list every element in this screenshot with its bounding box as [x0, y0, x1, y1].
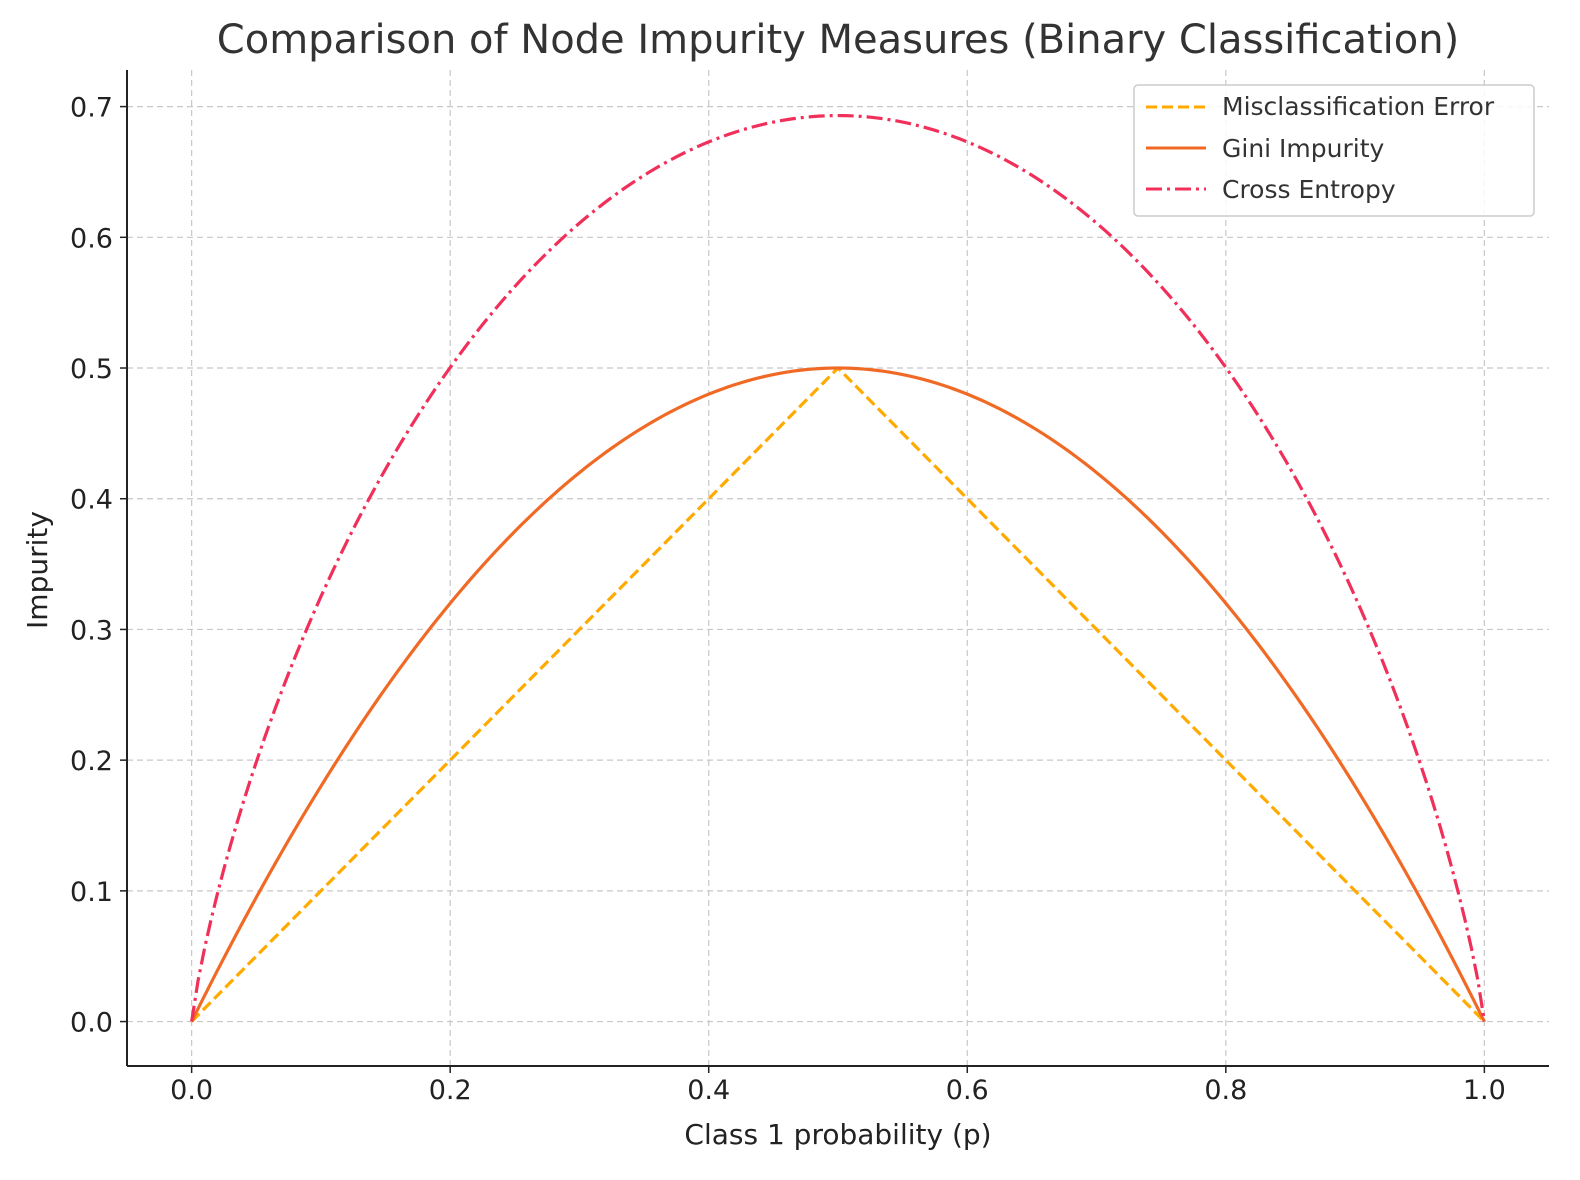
y-tick-label: 0.2 — [70, 746, 113, 777]
x-tick-label: 0.0 — [170, 1075, 213, 1106]
x-tick-label: 0.2 — [429, 1075, 472, 1106]
y-tick-label: 0.7 — [70, 93, 113, 124]
y-tick-label: 0.3 — [70, 615, 113, 646]
y-tick-label: 0.1 — [70, 877, 113, 908]
x-tick-label: 0.8 — [1204, 1075, 1247, 1106]
y-tick-label: 0.0 — [70, 1008, 113, 1039]
legend-frame — [1133, 84, 1535, 217]
y-tick-label: 0.5 — [70, 354, 113, 385]
legend-label-misclassification: Misclassification Error — [1222, 92, 1495, 121]
series-line-cross-entropy — [190, 113, 1486, 1022]
y-ticks: 0.0 0.1 0.2 0.3 0.4 0.5 0.6 0.7 — [70, 93, 127, 1039]
x-axis-label: Class 1 probability (p) — [684, 1118, 991, 1151]
legend-label-cross-entropy: Cross Entropy — [1222, 175, 1396, 204]
legend-label-gini: Gini Impurity — [1222, 134, 1385, 163]
y-tick-label: 0.4 — [70, 485, 113, 516]
y-tick-label: 0.6 — [70, 223, 113, 254]
chart-title: Comparison of Node Impurity Measures (Bi… — [217, 17, 1459, 63]
x-tick-label: 1.0 — [1463, 1075, 1506, 1106]
x-tick-label: 0.4 — [687, 1075, 730, 1106]
x-tick-label: 0.6 — [946, 1075, 989, 1106]
legend: Misclassification Error Gini Impurity Cr… — [1133, 84, 1535, 217]
series-layer — [190, 113, 1486, 1023]
y-axis-label: Impurity — [21, 511, 54, 629]
axes — [126, 70, 1549, 1067]
x-ticks: 0.0 0.2 0.4 0.6 0.8 1.0 — [170, 1066, 1506, 1106]
series-line-gini — [190, 366, 1486, 1023]
